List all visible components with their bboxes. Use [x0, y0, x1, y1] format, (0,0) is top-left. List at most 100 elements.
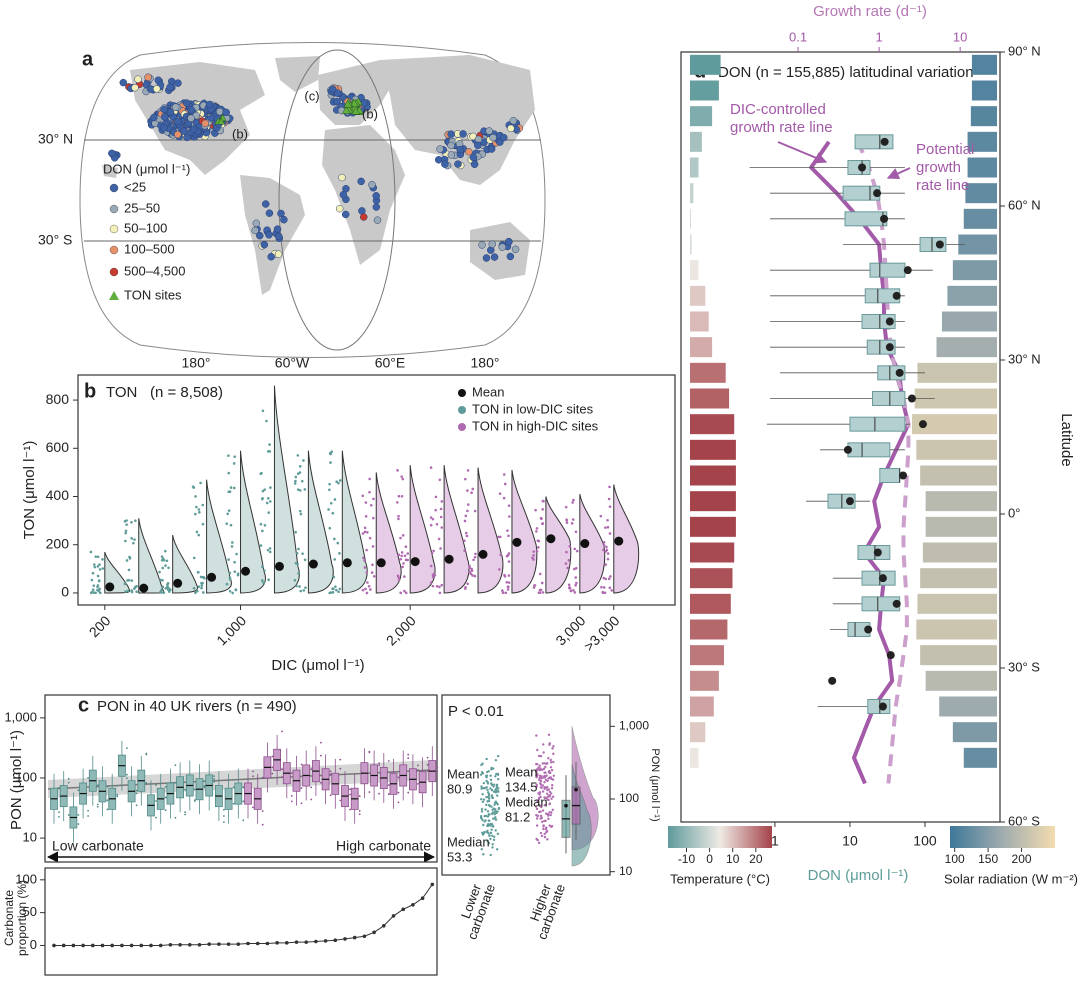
- site-dot: [277, 209, 285, 218]
- jitter-point: [540, 777, 543, 780]
- jitter-point: [499, 553, 503, 557]
- jitter-point: [464, 587, 467, 590]
- x2-tick-label: 10: [953, 29, 967, 44]
- jitter-point: [201, 575, 204, 579]
- jitter-point: [58, 786, 60, 789]
- jitter-point: [158, 570, 161, 574]
- jitter-point: [160, 555, 164, 558]
- jitter-point: [497, 787, 500, 790]
- annotation: DIC-controlled: [730, 101, 826, 118]
- jitter-point: [164, 549, 167, 553]
- site-dot: [456, 145, 464, 154]
- jitter-point: [550, 787, 554, 790]
- violin: [273, 385, 300, 594]
- jitter-point: [541, 522, 544, 526]
- jitter-point: [608, 485, 611, 489]
- carbonate-point: [382, 923, 386, 928]
- mean-label: Mean: [505, 764, 538, 779]
- jitter-point: [489, 774, 492, 777]
- jitter-point: [125, 523, 128, 526]
- jitter-point: [297, 547, 300, 551]
- y-tick-label: 10: [23, 830, 37, 845]
- jitter-point: [550, 797, 553, 800]
- jitter-point: [260, 471, 263, 475]
- jitter-point: [403, 575, 406, 578]
- jitter-point: [506, 529, 509, 532]
- jitter-point: [497, 778, 500, 781]
- jitter-point: [466, 503, 470, 506]
- solar-bar: [914, 388, 997, 409]
- jitter-point: [493, 801, 497, 804]
- jitter-point: [329, 794, 332, 797]
- jitter-point: [538, 791, 542, 794]
- jitter-point: [399, 591, 403, 595]
- jitter-point: [368, 490, 371, 494]
- site-dot: [478, 241, 486, 249]
- jitter-point: [602, 586, 606, 589]
- jitter-point: [545, 826, 548, 829]
- jitter-point: [106, 799, 109, 802]
- jitter-point: [213, 780, 216, 783]
- jitter-point: [485, 786, 488, 789]
- jitter-point: [96, 784, 99, 787]
- legend-title: DON (μmol l⁻¹): [103, 161, 190, 176]
- plot-frame: [441, 694, 611, 876]
- jitter-point: [332, 575, 336, 579]
- jitter-point: [551, 808, 554, 812]
- temperature-bar: [690, 157, 699, 178]
- jitter-point: [429, 564, 433, 568]
- jitter-point: [77, 814, 80, 816]
- jitter-point: [432, 573, 436, 576]
- jitter-point: [488, 813, 491, 816]
- jitter-point: [230, 545, 234, 548]
- carbonate-point: [294, 940, 299, 944]
- jitter-point: [331, 591, 335, 594]
- jitter-point: [545, 812, 548, 815]
- jitter-point: [602, 543, 606, 547]
- jitter-point: [203, 780, 206, 783]
- site-dot: [207, 114, 215, 122]
- jitter-point: [397, 578, 401, 582]
- jitter-point: [294, 479, 297, 483]
- jitter-point: [535, 530, 538, 533]
- site-dot: [490, 253, 499, 261]
- jitter-point: [487, 770, 490, 773]
- legend-label: 50–100: [124, 220, 167, 235]
- jitter-point: [364, 587, 367, 591]
- jitter-point: [268, 450, 272, 453]
- jitter-point: [429, 516, 433, 519]
- site-dot: [357, 177, 365, 186]
- site-dot: [507, 124, 515, 133]
- site-dot: [360, 213, 368, 221]
- jitter-point: [507, 560, 511, 563]
- jitter-point: [242, 819, 245, 822]
- jitter-point: [486, 800, 489, 803]
- carbonate-point: [139, 943, 144, 948]
- solar-bar: [917, 593, 997, 614]
- jitter-point: [236, 572, 240, 576]
- jitter-point: [223, 821, 225, 824]
- site-dot: [447, 141, 455, 150]
- y-tick-label: 1,000: [4, 709, 37, 724]
- jitter-point: [547, 814, 550, 817]
- jitter-point: [370, 571, 374, 574]
- colorbar-tick-label: -10: [678, 852, 696, 866]
- jitter-point: [494, 816, 497, 819]
- panel-label: c: [78, 694, 89, 716]
- site-dot: [173, 130, 182, 139]
- jitter-point: [96, 803, 99, 806]
- mean-point: [873, 548, 882, 557]
- y-tick-label: 200: [46, 535, 70, 551]
- mean-point: [885, 343, 894, 352]
- mean-point: [614, 536, 624, 546]
- temperature-bar: [690, 260, 699, 281]
- jitter-point: [417, 782, 419, 785]
- jitter-point: [124, 590, 127, 593]
- solar-colorbar: [950, 826, 1055, 848]
- jitter-point: [537, 591, 541, 595]
- jitter-point: [488, 834, 491, 837]
- temperature-bar: [690, 285, 706, 306]
- jitter-point: [130, 579, 134, 582]
- jitter-point: [603, 591, 607, 595]
